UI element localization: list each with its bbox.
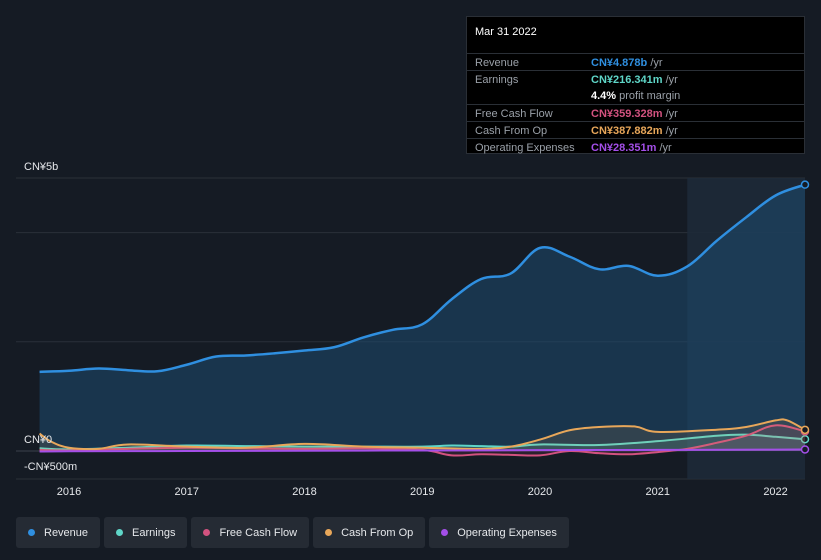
revenue-area bbox=[39, 184, 805, 451]
y-tick-label: CN¥5b bbox=[24, 161, 58, 173]
x-tick-label: 2018 bbox=[292, 486, 316, 498]
legend-dot-icon bbox=[28, 529, 35, 536]
legend-item-operating-expenses[interactable]: Operating Expenses bbox=[429, 517, 569, 548]
tooltip-row: Cash From Op CN¥387.882m /yr bbox=[467, 121, 804, 139]
legend-dot-icon bbox=[325, 529, 333, 536]
tooltip-row: Operating Expenses CN¥28.351m /yr bbox=[467, 138, 804, 156]
operating-expenses-end-marker bbox=[800, 445, 810, 454]
y-tick-label: CN¥0 bbox=[24, 434, 52, 446]
x-tick-label: 2019 bbox=[410, 486, 434, 498]
tooltip-value: CN¥387.882m /yr bbox=[591, 125, 678, 137]
cash-from-op-end-marker bbox=[800, 425, 810, 435]
series-layer bbox=[38, 180, 810, 457]
tooltip-label: Revenue bbox=[475, 57, 520, 69]
x-tick-label: 2016 bbox=[57, 486, 81, 498]
tooltip-label: Operating Expenses bbox=[475, 142, 575, 154]
cash-from-op-line bbox=[38, 418, 806, 451]
tooltip-value: 4.4% profit margin bbox=[591, 90, 681, 102]
legend-item-revenue[interactable]: Revenue bbox=[16, 517, 101, 548]
x-axis-labels: 2016 2017 2018 2019 2020 2021 2022 bbox=[57, 486, 788, 498]
tooltip-label: Free Cash Flow bbox=[475, 108, 553, 120]
legend-label: Cash From Op bbox=[341, 526, 414, 539]
legend-dot-icon bbox=[203, 529, 211, 536]
operating-expenses-line bbox=[39, 448, 806, 453]
x-tick-label: 2021 bbox=[646, 486, 670, 498]
legend-label: Free Cash Flow bbox=[219, 526, 298, 539]
x-tick-label: 2020 bbox=[528, 486, 552, 498]
tooltip-value: CN¥28.351m /yr bbox=[591, 142, 672, 154]
legend-label: Revenue bbox=[44, 526, 89, 539]
tooltip-row: Revenue CN¥4.878b /yr bbox=[467, 53, 804, 71]
chart-legend: Revenue Earnings Free Cash Flow Cash From O… bbox=[16, 517, 569, 548]
legend-dot-icon bbox=[441, 529, 449, 536]
revenue-line bbox=[39, 183, 806, 374]
x-tick-label: 2017 bbox=[175, 486, 199, 498]
revenue-end-marker bbox=[800, 180, 810, 189]
tooltip-row: Earnings CN¥216.341m /yr bbox=[467, 70, 804, 88]
legend-label: Earnings bbox=[132, 526, 176, 539]
y-axis-labels: CN¥5b CN¥0 -CN¥500m bbox=[24, 161, 77, 473]
legend-label: Operating Expenses bbox=[457, 526, 557, 539]
tooltip-date: Mar 31 2022 bbox=[475, 26, 537, 38]
y-tick-label: -CN¥500m bbox=[24, 461, 77, 473]
tooltip-label: Earnings bbox=[475, 74, 519, 86]
legend-item-earnings[interactable]: Earnings bbox=[104, 517, 188, 548]
tooltip-row: 4.4% profit margin bbox=[467, 87, 804, 104]
tooltip-row: Free Cash Flow CN¥359.328m /yr bbox=[467, 104, 804, 122]
tooltip-value: CN¥4.878b /yr bbox=[591, 57, 663, 69]
legend-item-cash-from-op[interactable]: Cash From Op bbox=[313, 517, 426, 548]
legend-item-free-cash-flow[interactable]: Free Cash Flow bbox=[191, 517, 310, 548]
tooltip-value: CN¥359.328m /yr bbox=[591, 108, 678, 120]
data-tooltip: Mar 31 2022 Revenue CN¥4.878b /yr Earnings… bbox=[466, 16, 805, 154]
earnings-end-marker bbox=[800, 434, 810, 444]
x-tick-label: 2022 bbox=[763, 486, 787, 498]
tooltip-label: Cash From Op bbox=[475, 125, 548, 137]
legend-dot-icon bbox=[116, 529, 124, 536]
tooltip-value: CN¥216.341m /yr bbox=[591, 74, 678, 86]
